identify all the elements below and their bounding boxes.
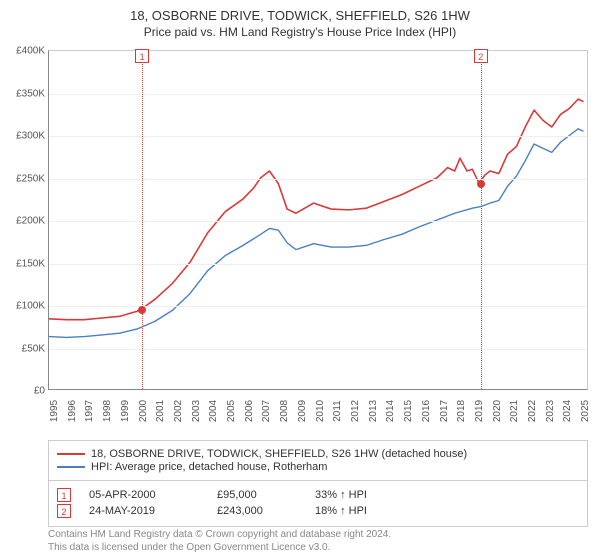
sale-date: 24-MAY-2019: [89, 505, 199, 517]
sale-row: 2 24-MAY-2019 £243,000 18% ↑ HPI: [57, 504, 579, 518]
legend-label: 18, OSBORNE DRIVE, TODWICK, SHEFFIELD, S…: [91, 448, 467, 460]
y-axis-label: £0: [34, 386, 45, 397]
sale-price: £243,000: [217, 505, 297, 517]
x-axis-label: 2023: [545, 400, 556, 422]
x-axis-label: 1996: [67, 400, 78, 422]
y-axis-label: £50K: [22, 343, 45, 354]
y-axis-label: £150K: [16, 258, 45, 269]
gridline: [49, 349, 587, 350]
y-axis-label: £100K: [16, 301, 45, 312]
chart-container: 18, OSBORNE DRIVE, TODWICK, SHEFFIELD, S…: [0, 0, 600, 560]
x-axis-label: 2017: [439, 400, 450, 422]
x-axis-label: 2004: [208, 400, 219, 422]
gridline: [49, 136, 587, 137]
gridline: [49, 264, 587, 265]
sale-vs-hpi: 33% ↑ HPI: [315, 489, 367, 501]
x-axis-label: 2014: [385, 400, 396, 422]
gridline: [49, 94, 587, 95]
legend-item: HPI: Average price, detached house, Roth…: [57, 461, 579, 473]
x-axis-label: 2005: [226, 400, 237, 422]
series-line-price_paid: [49, 99, 584, 320]
sale-vs-hpi: 18% ↑ HPI: [315, 505, 367, 517]
y-axis-label: £300K: [16, 131, 45, 142]
x-axis-label: 1999: [120, 400, 131, 422]
x-axis-label: 2006: [244, 400, 255, 422]
sale-marker-line: [481, 51, 482, 389]
x-axis-label: 2024: [562, 400, 573, 422]
y-axis-label: £400K: [16, 46, 45, 57]
sale-marker-badge: 2: [474, 49, 488, 63]
x-axis-label: 2010: [315, 400, 326, 422]
x-axis-label: 2007: [261, 400, 272, 422]
x-axis-label: 2000: [138, 400, 149, 422]
y-axis-label: £200K: [16, 216, 45, 227]
attribution-line: This data is licensed under the Open Gov…: [48, 541, 588, 554]
x-axis-label: 2001: [155, 400, 166, 422]
plot-area: £0£50K£100K£150K£200K£250K£300K£350K£400…: [48, 50, 588, 390]
x-axis-label: 2012: [350, 400, 361, 422]
chart-subtitle: Price paid vs. HM Land Registry's House …: [12, 25, 588, 39]
x-axis-label: 2021: [509, 400, 520, 422]
x-axis-label: 1997: [84, 400, 95, 422]
x-axis-label: 2020: [492, 400, 503, 422]
sale-dot: [477, 180, 485, 188]
attribution: Contains HM Land Registry data © Crown c…: [48, 528, 588, 554]
x-axis-label: 2018: [456, 400, 467, 422]
x-axis-label: 2025: [580, 400, 591, 422]
y-axis-label: £250K: [16, 173, 45, 184]
x-axis-label: 2009: [297, 400, 308, 422]
gridline: [49, 221, 587, 222]
legend-label: HPI: Average price, detached house, Roth…: [91, 461, 327, 473]
x-axis-label: 2002: [173, 400, 184, 422]
x-axis-label: 1998: [102, 400, 113, 422]
gridline: [49, 179, 587, 180]
x-axis-label: 2019: [474, 400, 485, 422]
x-axis-label: 2022: [527, 400, 538, 422]
legend-swatch: [57, 466, 85, 468]
legend-swatch: [57, 453, 85, 455]
sale-row: 1 05-APR-2000 £95,000 33% ↑ HPI: [57, 488, 579, 502]
y-axis-label: £350K: [16, 88, 45, 99]
legend: 18, OSBORNE DRIVE, TODWICK, SHEFFIELD, S…: [48, 440, 588, 481]
sale-badge: 2: [57, 504, 71, 518]
sale-dot: [138, 306, 146, 314]
x-axis-label: 2013: [368, 400, 379, 422]
x-axis-label: 2015: [403, 400, 414, 422]
chart-lines: [49, 51, 587, 389]
sale-price: £95,000: [217, 489, 297, 501]
chart-title: 18, OSBORNE DRIVE, TODWICK, SHEFFIELD, S…: [12, 8, 588, 23]
sale-marker-badge: 1: [135, 49, 149, 63]
sales-table: 1 05-APR-2000 £95,000 33% ↑ HPI 2 24-MAY-2019…: [48, 480, 588, 527]
legend-item: 18, OSBORNE DRIVE, TODWICK, SHEFFIELD, S…: [57, 448, 579, 460]
x-axis-label: 2003: [191, 400, 202, 422]
x-axis-label: 2011: [332, 400, 343, 422]
x-axis-label: 2016: [421, 400, 432, 422]
attribution-line: Contains HM Land Registry data © Crown c…: [48, 528, 588, 541]
gridline: [49, 306, 587, 307]
title-area: 18, OSBORNE DRIVE, TODWICK, SHEFFIELD, S…: [0, 0, 600, 43]
x-axis-label: 2008: [279, 400, 290, 422]
x-axis-label: 1995: [49, 400, 60, 422]
sale-date: 05-APR-2000: [89, 489, 199, 501]
sale-marker-line: [142, 51, 143, 389]
sale-badge: 1: [57, 488, 71, 502]
